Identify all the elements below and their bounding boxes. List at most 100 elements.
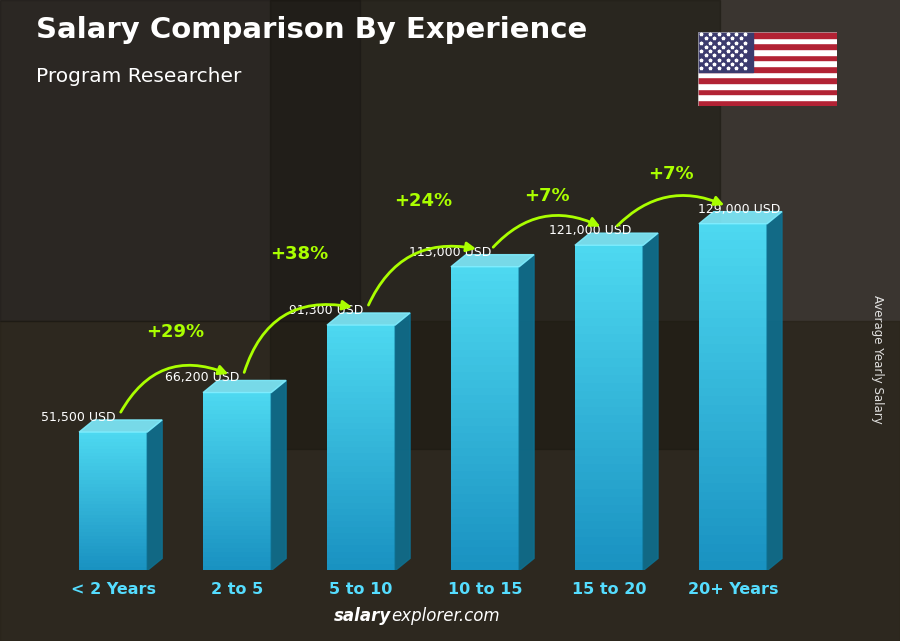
Bar: [699, 553, 767, 562]
Bar: [203, 521, 271, 526]
Bar: [0, 0, 360, 320]
Bar: [699, 310, 767, 319]
Bar: [575, 537, 644, 546]
Bar: [203, 477, 271, 481]
Bar: [327, 386, 395, 392]
Bar: [699, 379, 767, 388]
Bar: [575, 342, 644, 351]
Bar: [575, 383, 644, 392]
Bar: [698, 100, 837, 106]
Bar: [203, 463, 271, 468]
Bar: [575, 277, 644, 286]
Bar: [327, 392, 395, 399]
Bar: [699, 466, 767, 475]
Bar: [79, 536, 148, 539]
Bar: [327, 503, 395, 509]
Bar: [451, 433, 519, 442]
Bar: [79, 539, 148, 543]
Bar: [451, 426, 519, 434]
Bar: [203, 503, 271, 508]
Bar: [451, 281, 519, 290]
Text: 113,000 USD: 113,000 USD: [410, 246, 491, 259]
Bar: [451, 372, 519, 381]
Bar: [575, 350, 644, 359]
Bar: [270, 0, 720, 449]
FancyArrowPatch shape: [368, 243, 473, 305]
Bar: [575, 310, 644, 319]
Bar: [699, 223, 767, 233]
Bar: [79, 522, 148, 526]
Bar: [79, 484, 148, 487]
Bar: [451, 479, 519, 487]
Bar: [699, 336, 767, 345]
Bar: [451, 297, 519, 304]
FancyArrowPatch shape: [244, 301, 349, 372]
Bar: [79, 560, 148, 563]
Text: 129,000 USD: 129,000 USD: [698, 203, 780, 215]
Bar: [79, 497, 148, 501]
Bar: [451, 532, 519, 540]
Bar: [79, 442, 148, 446]
Polygon shape: [271, 381, 286, 570]
Bar: [327, 349, 395, 356]
Bar: [203, 454, 271, 459]
Bar: [203, 494, 271, 499]
Bar: [699, 301, 767, 310]
Bar: [699, 422, 767, 432]
Bar: [327, 355, 395, 362]
Bar: [451, 554, 519, 563]
Bar: [699, 344, 767, 354]
Bar: [699, 362, 767, 371]
Bar: [79, 435, 148, 439]
Bar: [327, 533, 395, 540]
Bar: [699, 353, 767, 362]
Bar: [327, 441, 395, 448]
Bar: [203, 517, 271, 522]
Bar: [203, 472, 271, 477]
Polygon shape: [148, 420, 162, 570]
Text: Average Yearly Salary: Average Yearly Salary: [871, 295, 884, 423]
Bar: [699, 267, 767, 276]
Text: +38%: +38%: [270, 245, 328, 263]
Bar: [451, 517, 519, 525]
Bar: [575, 301, 644, 310]
Bar: [451, 395, 519, 403]
Bar: [575, 545, 644, 554]
Bar: [79, 553, 148, 556]
Bar: [575, 318, 644, 326]
Bar: [203, 450, 271, 455]
Bar: [203, 410, 271, 415]
Bar: [327, 404, 395, 411]
Bar: [203, 508, 271, 513]
Bar: [327, 472, 395, 478]
Bar: [203, 459, 271, 463]
Bar: [699, 544, 767, 553]
FancyArrowPatch shape: [121, 365, 226, 412]
Bar: [698, 32, 837, 38]
Bar: [79, 532, 148, 536]
Bar: [699, 292, 767, 302]
Bar: [79, 432, 148, 435]
Bar: [451, 335, 519, 343]
Bar: [79, 549, 148, 553]
Bar: [575, 529, 644, 538]
Text: 91,300 USD: 91,300 USD: [289, 304, 364, 317]
Bar: [327, 496, 395, 503]
Bar: [327, 362, 395, 368]
Bar: [79, 519, 148, 522]
Bar: [327, 558, 395, 564]
Bar: [327, 429, 395, 435]
Text: Salary Comparison By Experience: Salary Comparison By Experience: [36, 16, 587, 44]
Bar: [451, 562, 519, 570]
Bar: [698, 88, 837, 94]
Bar: [451, 441, 519, 449]
Polygon shape: [644, 233, 658, 570]
Bar: [79, 463, 148, 467]
Bar: [575, 358, 644, 367]
Bar: [699, 535, 767, 544]
Bar: [575, 480, 644, 489]
Bar: [575, 472, 644, 481]
Bar: [699, 388, 767, 397]
Bar: [575, 456, 644, 465]
Bar: [203, 401, 271, 406]
